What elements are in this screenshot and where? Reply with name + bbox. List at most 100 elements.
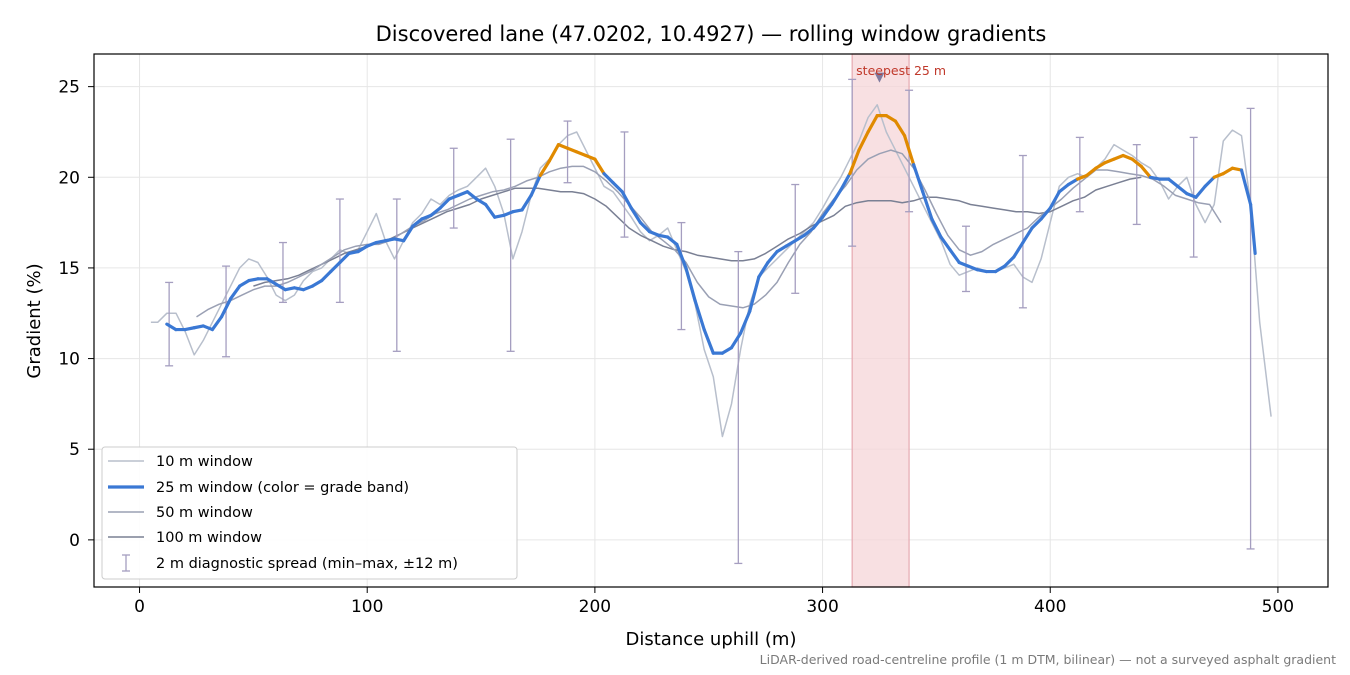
series-25m-segment bbox=[775, 244, 788, 254]
y-tick-label: 10 bbox=[58, 350, 80, 370]
series-25m-segment bbox=[402, 224, 415, 243]
error-bar bbox=[506, 138, 515, 352]
series-25m-segment bbox=[1003, 255, 1016, 268]
legend-label: 10 m window bbox=[156, 454, 253, 470]
series-25m-segment bbox=[565, 146, 579, 154]
plot-frame bbox=[93, 53, 1329, 588]
series-25m-segment bbox=[893, 119, 907, 138]
legend-item: 2 m diagnostic spread (min–max, ±12 m) bbox=[122, 554, 458, 572]
series-25m-segment bbox=[1121, 153, 1134, 161]
series-25m-segment bbox=[474, 197, 488, 207]
series-25m-segment bbox=[1203, 175, 1216, 188]
series-25m-segment bbox=[866, 114, 879, 134]
series-25m-segment bbox=[702, 327, 715, 355]
plot-area: steepest 25 m 0 100 200 300 400 500 0 5 10 15 20 25 1… bbox=[58, 53, 1329, 617]
series-25m-segment bbox=[602, 172, 615, 185]
series-25m-segment bbox=[684, 266, 697, 303]
series-25m-segment bbox=[957, 260, 970, 268]
series-25m-segment bbox=[1085, 166, 1098, 178]
series-25m-segment bbox=[629, 206, 643, 225]
legend-label: 50 m window bbox=[156, 505, 253, 521]
legend-label: 2 m diagnostic spread (min–max, ±12 m) bbox=[156, 556, 458, 572]
error-bar bbox=[335, 198, 344, 304]
error-bar bbox=[677, 221, 686, 331]
series-25m-segment bbox=[529, 173, 542, 198]
error-bar bbox=[563, 120, 572, 184]
series-25m-segment bbox=[593, 157, 606, 176]
series-25m-segment bbox=[902, 133, 916, 167]
x-tick-label: 300 bbox=[806, 597, 838, 617]
series-25m-segment bbox=[1167, 177, 1180, 188]
series-25m-segment bbox=[538, 159, 551, 178]
series-25m-segment bbox=[1248, 202, 1257, 256]
series-25m-segment bbox=[1094, 161, 1107, 170]
series-25m-segment bbox=[429, 206, 442, 217]
legend: 10 m window 25 m window (color = grade ba… bbox=[101, 446, 518, 580]
series-25m-segment bbox=[748, 275, 761, 314]
series-25m-segment bbox=[820, 202, 834, 219]
series-25m-segment bbox=[420, 213, 433, 221]
x-tick-label: 400 bbox=[1034, 597, 1066, 617]
x-tick-label: 200 bbox=[579, 597, 611, 617]
series-25m-segment bbox=[1194, 184, 1207, 199]
series-25m-segment bbox=[1021, 226, 1034, 245]
series-25m-segment bbox=[793, 233, 806, 243]
series-25m-segment bbox=[720, 346, 734, 355]
series-25m-segment bbox=[310, 279, 324, 288]
series-25m-segment bbox=[647, 230, 661, 237]
legend-item: 10 m window bbox=[108, 454, 253, 470]
series-25m-segment bbox=[675, 242, 688, 270]
legend-label: 100 m window bbox=[156, 530, 262, 546]
series-25m-segment bbox=[238, 279, 251, 288]
series-25m-segment bbox=[1057, 182, 1071, 194]
error-bar bbox=[1132, 143, 1141, 226]
chart-title: Discovered lane (47.0202, 10.4927) — rol… bbox=[376, 22, 1047, 46]
steepest-marker bbox=[874, 72, 885, 83]
series-25m-segment bbox=[219, 297, 233, 319]
legend-item: 50 m window bbox=[108, 505, 253, 521]
error-bar bbox=[1246, 107, 1255, 550]
series-25m-segment bbox=[502, 210, 515, 217]
series-25m-segment bbox=[1066, 177, 1080, 187]
series-25m-segment bbox=[456, 190, 469, 198]
series-25m-segment bbox=[1075, 173, 1089, 181]
series-25m-segment bbox=[930, 217, 943, 239]
series-25m-segment bbox=[738, 309, 752, 335]
series-25m-segment bbox=[556, 143, 570, 150]
series-25m-segment bbox=[611, 181, 624, 194]
series-25m-segment bbox=[356, 244, 369, 254]
series-25m-segment bbox=[484, 202, 497, 219]
series-25m-segment bbox=[766, 250, 779, 265]
steepest-window-highlight bbox=[851, 53, 910, 588]
series-25m-segment bbox=[165, 322, 178, 332]
error-bar bbox=[1018, 154, 1027, 309]
series-25m-segment bbox=[365, 240, 378, 248]
y-tick-label: 20 bbox=[58, 168, 80, 188]
y-tick-label: 0 bbox=[69, 531, 80, 551]
error-bar bbox=[734, 250, 743, 565]
series-25m-segment bbox=[301, 284, 315, 292]
legend-item: 100 m window bbox=[108, 530, 262, 546]
series-25m-segment bbox=[693, 298, 706, 332]
series-25m-segment bbox=[839, 172, 852, 192]
series-25m-segment bbox=[338, 251, 351, 265]
series-25m-segment bbox=[1176, 184, 1189, 196]
x-tick-label: 100 bbox=[351, 597, 383, 617]
y-tick-label: 25 bbox=[58, 78, 80, 98]
series-25m-segment bbox=[1139, 164, 1153, 179]
series-25m-segment bbox=[729, 331, 743, 350]
series-25m-segment bbox=[993, 264, 1007, 274]
series-25m-segment bbox=[857, 130, 870, 152]
error-bar bbox=[222, 265, 231, 358]
series-25m-segment bbox=[848, 148, 861, 176]
series-25m-segment bbox=[229, 284, 242, 301]
x-tick-label: 500 bbox=[1262, 597, 1294, 617]
series-25m-segment bbox=[666, 235, 679, 246]
series-25m-segment bbox=[1048, 190, 1061, 210]
y-axis-title: Gradient (%) bbox=[24, 263, 45, 378]
series-25m-segment bbox=[948, 248, 961, 265]
series-25m-segment bbox=[1239, 168, 1253, 207]
error-bar bbox=[449, 147, 458, 229]
error-bar bbox=[392, 198, 401, 352]
steepest-annotation: steepest 25 m bbox=[856, 63, 946, 78]
